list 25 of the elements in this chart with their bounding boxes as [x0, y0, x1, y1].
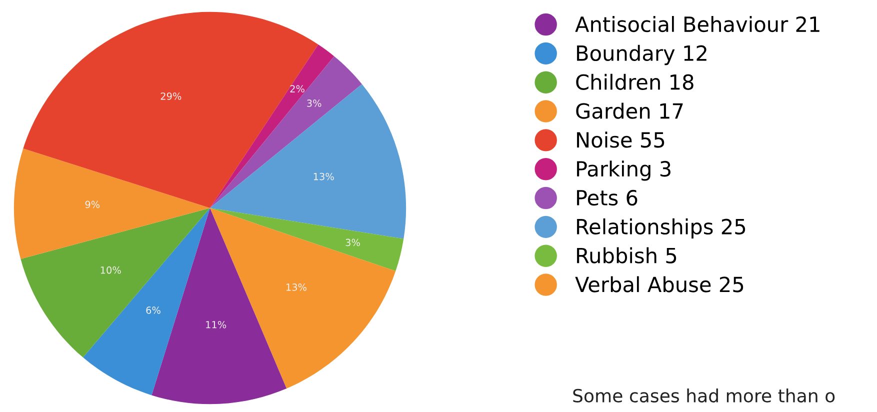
legend-label: Antisocial Behaviour 21: [575, 16, 820, 32]
data-label: 3%: [346, 238, 360, 246]
pie-slice: [210, 44, 334, 208]
data-label: 29%: [160, 92, 182, 100]
data-label: 10%: [100, 266, 121, 274]
legend-label: Pets 6: [577, 190, 638, 206]
legend-label: Verbal Abuse 25: [575, 276, 744, 292]
data-label: 13%: [286, 284, 306, 291]
text: Some cases had more than o: [573, 388, 835, 402]
legend-label: Relationships 25: [577, 218, 746, 239]
data-label: 9%: [85, 200, 100, 208]
data-label: 13%: [314, 172, 334, 180]
legend-label: Noise 55: [577, 132, 664, 148]
data-label: 3%: [307, 100, 322, 107]
data-label: 6%: [146, 306, 160, 314]
legend-label: Garden 17: [576, 102, 683, 119]
pie-slice: [210, 56, 362, 208]
pie-slice: [210, 84, 406, 239]
legend-label: Boundary 12: [577, 44, 706, 66]
data-label: 11%: [206, 320, 226, 328]
data-label: 2%: [290, 85, 304, 92]
legend-label: Children 18: [576, 74, 694, 90]
pie-slice: [210, 208, 404, 272]
legend-label: Rubbish 5: [577, 247, 676, 264]
legend-label: Parking 3: [577, 160, 670, 181]
